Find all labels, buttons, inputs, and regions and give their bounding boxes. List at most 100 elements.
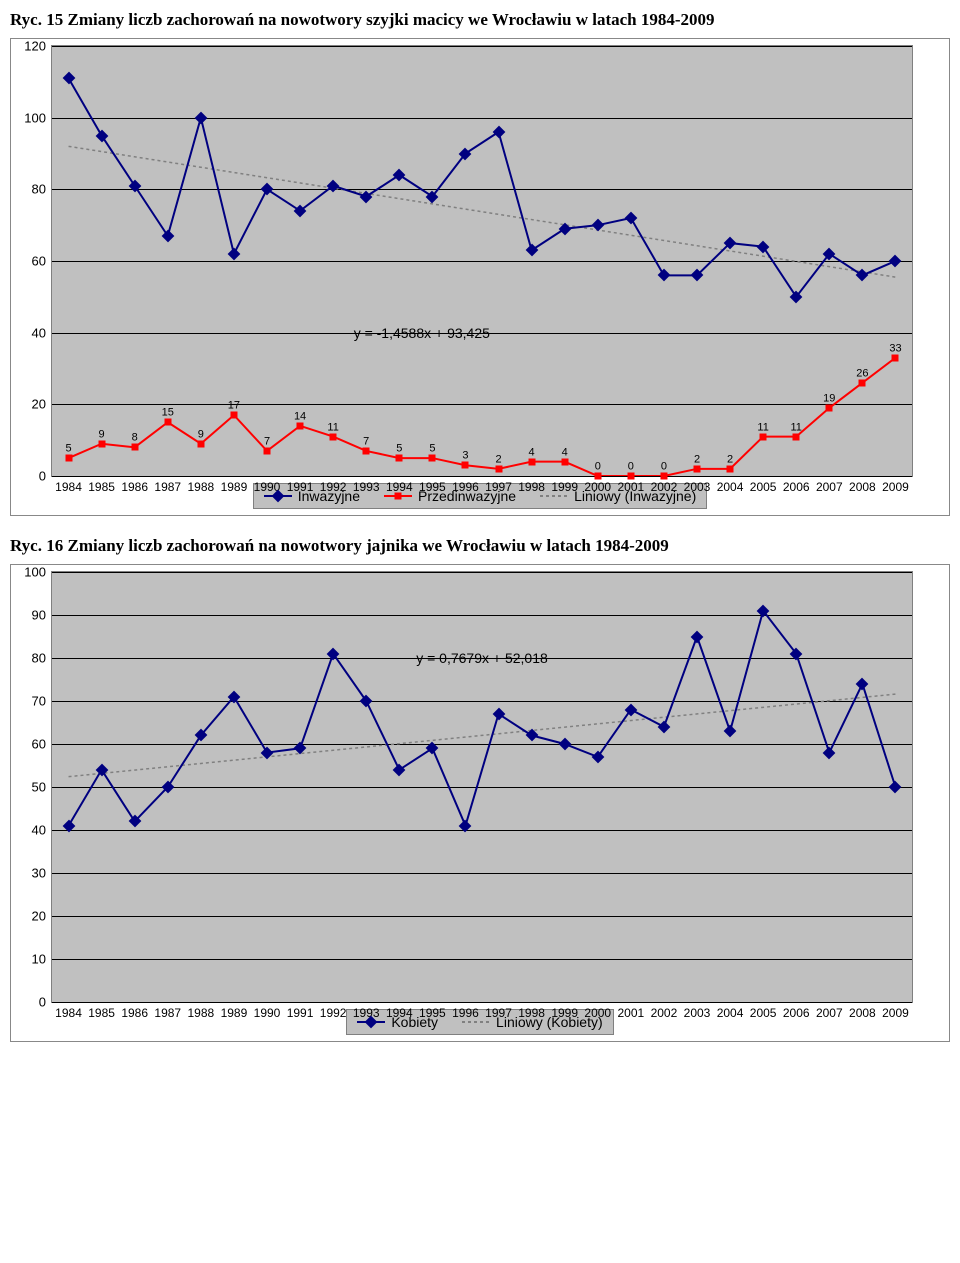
data-label: 14 — [294, 410, 306, 422]
data-marker — [495, 465, 502, 472]
data-marker — [561, 458, 568, 465]
x-tick-label: 1986 — [121, 1006, 148, 1020]
chart-2-title: Ryc. 16 Zmiany liczb zachorowań na nowot… — [10, 536, 950, 556]
x-tick-label: 1999 — [551, 480, 578, 494]
x-tick-label: 1985 — [88, 1006, 115, 1020]
x-tick-label: 1999 — [551, 1006, 578, 1020]
x-tick-label: 1987 — [154, 480, 181, 494]
data-marker — [727, 465, 734, 472]
data-marker — [197, 440, 204, 447]
x-tick-label: 2001 — [617, 480, 644, 494]
y-tick-label: 90 — [32, 608, 46, 623]
y-tick-label: 70 — [32, 694, 46, 709]
data-label: 15 — [162, 407, 174, 419]
x-tick-label: 1997 — [485, 480, 512, 494]
data-marker — [694, 465, 701, 472]
x-tick-label: 2002 — [651, 480, 678, 494]
data-marker — [760, 433, 767, 440]
y-tick-label: 40 — [32, 823, 46, 838]
x-tick-label: 2005 — [750, 480, 777, 494]
x-tick-label: 1989 — [221, 1006, 248, 1020]
data-label: 33 — [889, 342, 901, 354]
x-tick-label: 1991 — [287, 480, 314, 494]
data-marker — [330, 433, 337, 440]
y-tick-label: 120 — [24, 39, 46, 54]
x-tick-label: 2006 — [783, 1006, 810, 1020]
x-tick-label: 2002 — [651, 1006, 678, 1020]
data-label: 0 — [628, 460, 634, 472]
x-tick-label: 2008 — [849, 480, 876, 494]
x-tick-label: 1986 — [121, 480, 148, 494]
data-marker — [528, 458, 535, 465]
data-marker — [98, 440, 105, 447]
x-tick-label: 1993 — [353, 480, 380, 494]
x-tick-label: 2006 — [783, 480, 810, 494]
data-label: 0 — [661, 460, 667, 472]
y-tick-label: 60 — [32, 737, 46, 752]
data-label: 19 — [823, 392, 835, 404]
data-label: 3 — [462, 450, 468, 462]
x-tick-label: 1995 — [419, 1006, 446, 1020]
y-tick-label: 80 — [32, 651, 46, 666]
x-tick-label: 1990 — [254, 1006, 281, 1020]
data-label: 5 — [396, 442, 402, 454]
chart-2-box: 0102030405060708090100198419851986198719… — [10, 564, 950, 1042]
x-tick-label: 2007 — [816, 1006, 843, 1020]
x-tick-label: 2004 — [717, 1006, 744, 1020]
x-tick-label: 1988 — [187, 480, 214, 494]
x-tick-label: 1991 — [287, 1006, 314, 1020]
data-marker — [396, 455, 403, 462]
data-label: 0 — [595, 460, 601, 472]
chart-1-plot: 0204060801001201984198519861987198819891… — [51, 45, 913, 477]
x-tick-label: 1989 — [221, 480, 248, 494]
data-label: 7 — [264, 435, 270, 447]
data-label: 26 — [856, 367, 868, 379]
x-tick-label: 1987 — [154, 1006, 181, 1020]
chart-1-box: 0204060801001201984198519861987198819891… — [10, 38, 950, 516]
series-line — [69, 358, 896, 476]
x-tick-label: 1988 — [187, 1006, 214, 1020]
x-tick-label: 1997 — [485, 1006, 512, 1020]
data-label: 4 — [529, 446, 535, 458]
data-marker — [429, 455, 436, 462]
y-tick-label: 100 — [24, 110, 46, 125]
data-label: 4 — [562, 446, 568, 458]
x-tick-label: 1985 — [88, 480, 115, 494]
data-label: 9 — [99, 428, 105, 440]
y-tick-label: 0 — [39, 469, 46, 484]
data-marker — [131, 444, 138, 451]
y-tick-label: 10 — [32, 952, 46, 967]
series-line — [69, 611, 896, 826]
data-label: 9 — [198, 428, 204, 440]
data-marker — [65, 455, 72, 462]
x-tick-label: 1998 — [518, 480, 545, 494]
x-tick-label: 2009 — [882, 1006, 909, 1020]
data-label: 5 — [429, 442, 435, 454]
data-label: 11 — [791, 421, 802, 433]
data-marker — [627, 473, 634, 480]
y-tick-label: 0 — [39, 995, 46, 1010]
data-label: 5 — [65, 442, 71, 454]
x-tick-label: 1984 — [55, 1006, 82, 1020]
data-marker — [230, 412, 237, 419]
chart-2-plot: 0102030405060708090100198419851986198719… — [51, 571, 913, 1003]
series-line — [69, 78, 896, 297]
data-marker — [297, 422, 304, 429]
chart-1-title: Ryc. 15 Zmiany liczb zachorowań na nowot… — [10, 10, 950, 30]
x-tick-label: 2001 — [617, 1006, 644, 1020]
y-tick-label: 40 — [32, 325, 46, 340]
trendline — [69, 694, 896, 777]
x-tick-label: 2000 — [584, 1006, 611, 1020]
x-tick-label: 2008 — [849, 1006, 876, 1020]
x-tick-label: 1992 — [320, 480, 347, 494]
y-tick-label: 50 — [32, 780, 46, 795]
x-tick-label: 1995 — [419, 480, 446, 494]
y-tick-label: 60 — [32, 254, 46, 269]
x-tick-label: 1993 — [353, 1006, 380, 1020]
x-tick-label: 1998 — [518, 1006, 545, 1020]
y-tick-label: 20 — [32, 397, 46, 412]
data-label: 8 — [132, 432, 138, 444]
y-tick-label: 30 — [32, 866, 46, 881]
y-tick-label: 20 — [32, 909, 46, 924]
x-tick-label: 2003 — [684, 480, 711, 494]
